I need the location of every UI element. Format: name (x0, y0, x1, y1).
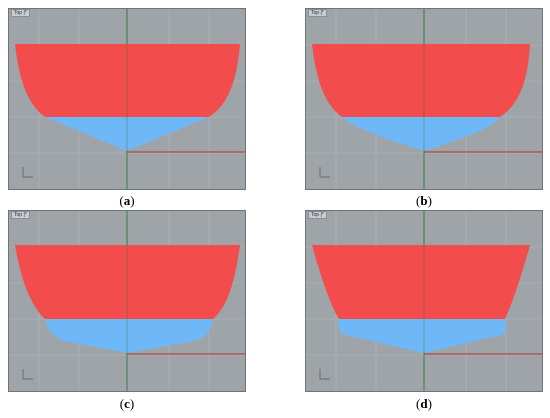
axis-gizmo-icon (22, 167, 33, 178)
lower-hull-section (342, 117, 500, 151)
caption-d: (d) (416, 396, 432, 411)
lower-hull-section (338, 319, 506, 353)
upper-hull-section (312, 245, 530, 319)
viewport-label[interactable]: Top |* (308, 9, 327, 17)
caption-letter: c (124, 396, 130, 411)
viewport-a[interactable]: Top |* (8, 8, 246, 190)
caption-letter: d (420, 396, 428, 411)
caption-b: (b) (416, 193, 432, 208)
axis-gizmo-icon (319, 369, 330, 380)
caption-letter: a (123, 193, 131, 208)
viewport-label[interactable]: Top |* (11, 9, 30, 17)
axis-gizmo-icon (319, 167, 330, 178)
viewport-d[interactable]: Top |* (305, 210, 543, 392)
caption-letter: b (420, 193, 428, 208)
upper-hull-section (15, 44, 240, 117)
lower-hull-section (45, 319, 213, 353)
viewport-canvas (306, 9, 542, 189)
viewport-c[interactable]: Top |* (8, 210, 246, 392)
viewport-label[interactable]: Top |* (308, 211, 327, 219)
viewport-label[interactable]: Top |* (11, 211, 30, 219)
caption-c: (c) (119, 396, 135, 411)
axis-gizmo-icon (22, 369, 33, 380)
upper-hull-section (312, 44, 530, 117)
upper-hull-section (15, 245, 240, 319)
viewport-canvas (306, 211, 542, 391)
viewport-canvas (9, 211, 245, 391)
viewport-canvas (9, 9, 245, 189)
viewport-b[interactable]: Top |* (305, 8, 543, 190)
caption-a: (a) (119, 193, 135, 208)
